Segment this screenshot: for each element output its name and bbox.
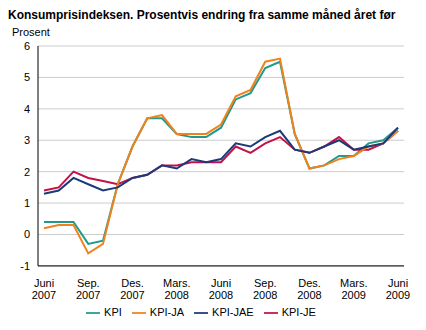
svg-text:Juni2009: Juni2009 bbox=[386, 277, 410, 301]
svg-text:1: 1 bbox=[24, 197, 30, 209]
svg-text:-1: -1 bbox=[20, 260, 30, 272]
svg-text:2: 2 bbox=[24, 166, 30, 178]
svg-text:Juni2007: Juni2007 bbox=[32, 277, 56, 301]
html-text:KPI-JAE: KPI-JAE bbox=[212, 305, 254, 318]
svg-text:3: 3 bbox=[24, 134, 30, 146]
html-text:Konsumprisindeksen. Prosentvis: Konsumprisindeksen. Prosentvis endring f… bbox=[8, 8, 396, 22]
svg-text:4: 4 bbox=[24, 103, 30, 115]
svg-text:Sep.2008: Sep.2008 bbox=[253, 277, 277, 301]
svg-text:Juni2008: Juni2008 bbox=[209, 277, 233, 301]
svg-text:Sep.2007: Sep.2007 bbox=[76, 277, 100, 301]
html-text:Prosent: Prosent bbox=[12, 26, 50, 38]
svg-text:6: 6 bbox=[24, 40, 30, 52]
html-text:KPI-JE: KPI-JE bbox=[281, 305, 316, 318]
svg-text:Des.2007: Des.2007 bbox=[120, 277, 144, 301]
svg-text:0: 0 bbox=[24, 228, 30, 240]
svg-text:Mars.2009: Mars.2009 bbox=[340, 277, 368, 301]
svg-text:Des.2008: Des.2008 bbox=[297, 277, 321, 301]
html-text:KPI-JA: KPI-JA bbox=[149, 305, 185, 318]
svg-text:Mars.2008: Mars.2008 bbox=[163, 277, 191, 301]
svg-text:5: 5 bbox=[24, 71, 30, 83]
html-text:KPI: KPI bbox=[104, 305, 122, 318]
